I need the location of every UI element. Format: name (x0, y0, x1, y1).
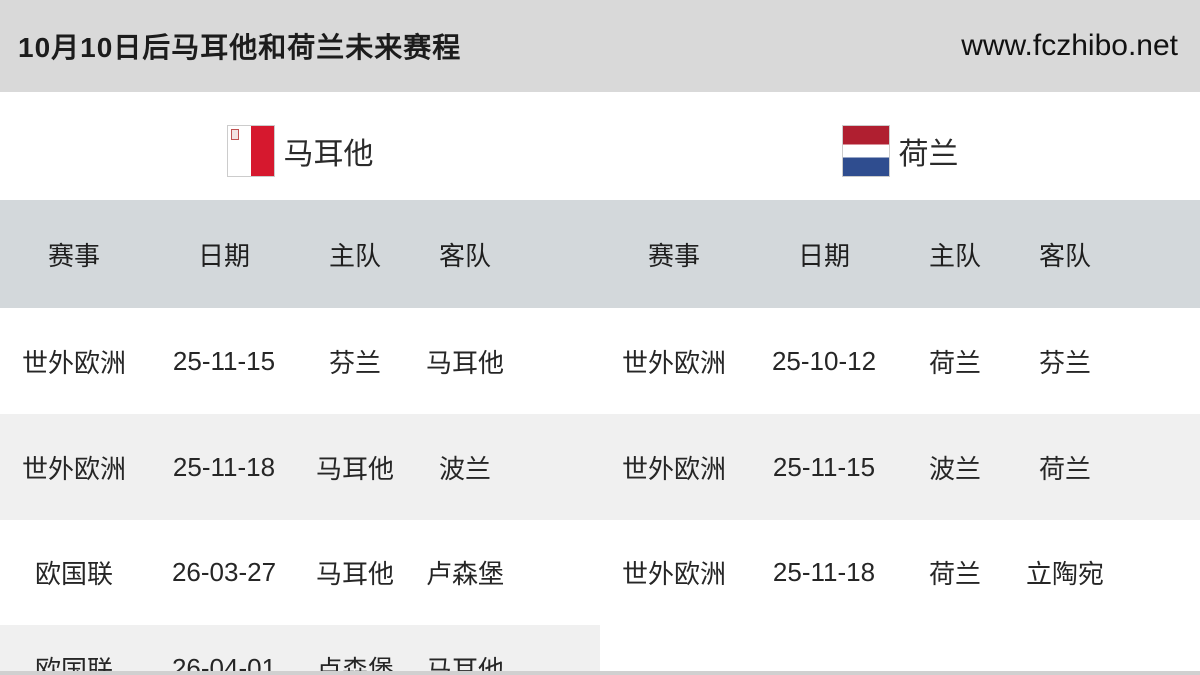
header-competition: 赛事 (47, 240, 100, 271)
cell-away: 波兰 (438, 453, 491, 484)
cell-away: 芬兰 (1038, 347, 1091, 378)
left-row-2: 世外欧洲 25-11-18 马耳他 波兰 (0, 414, 600, 520)
netherlands-flag-icon (841, 125, 890, 177)
header-date: 日期 (797, 240, 850, 271)
right-row-3: 世外欧洲 25-11-18 荷兰 立陶宛 (600, 520, 1200, 625)
cell-away: 卢森堡 (425, 559, 504, 589)
cell-home: 马耳他 (315, 453, 394, 484)
table-row: 欧国联 26-04-01 卢森堡 马耳他 (0, 625, 1200, 675)
team-malta: 马耳他 (0, 92, 600, 200)
cell-competition: 世外欧洲 (21, 453, 126, 484)
cell-date: 25-11-15 (772, 451, 876, 482)
cell-competition: 欧国联 (34, 559, 113, 589)
cell-competition: 世外欧洲 (621, 453, 726, 484)
page-title: 10月10日后马耳他和荷兰未来赛程 (18, 32, 462, 63)
team-netherlands: 荷兰 (600, 92, 1200, 200)
team-name-netherlands: 荷兰 (898, 138, 959, 171)
team-name-malta: 马耳他 (283, 138, 374, 171)
title-bar: 10月10日后马耳他和荷兰未来赛程 www.fczhibo.net (0, 0, 1200, 92)
left-row-1: 世外欧洲 25-11-15 芬兰 马耳他 (0, 308, 600, 414)
table-row: 世外欧洲 25-11-15 芬兰 马耳他 世外欧洲 25-10-12 荷兰 芬兰 (0, 308, 1200, 414)
table-header-row: 赛事 日期 主队 客队 赛事 日期 主队 客队 (0, 200, 1200, 308)
left-row-4: 欧国联 26-04-01 卢森堡 马耳他 (0, 625, 600, 675)
table-row: 世外欧洲 25-11-18 马耳他 波兰 世外欧洲 25-11-15 波兰 荷兰 (0, 414, 1200, 520)
bottom-edge-strip (0, 671, 1200, 675)
george-cross-icon (230, 129, 239, 140)
teams-row: 马耳他 荷兰 (0, 92, 1200, 200)
cell-home: 马耳他 (315, 559, 394, 589)
cell-home: 荷兰 (928, 347, 981, 378)
right-row-2: 世外欧洲 25-11-15 波兰 荷兰 (600, 414, 1200, 520)
header-home: 主队 (928, 240, 981, 271)
left-table-header: 赛事 日期 主队 客队 (0, 200, 600, 308)
header-away: 客队 (1038, 240, 1091, 271)
right-table-header: 赛事 日期 主队 客队 (600, 200, 1200, 308)
cell-date: 26-03-27 (171, 557, 277, 587)
cell-date: 25-11-15 (172, 345, 276, 376)
cell-date: 25-11-18 (772, 557, 876, 587)
right-row-4-empty (600, 625, 1200, 675)
header-competition: 赛事 (647, 240, 700, 271)
malta-flag-icon (226, 125, 275, 177)
cell-away: 立陶宛 (1025, 559, 1104, 589)
cell-away: 马耳他 (425, 347, 504, 378)
cell-competition: 欧国联 (34, 654, 113, 675)
cell-competition: 世外欧洲 (621, 559, 726, 589)
cell-home: 荷兰 (928, 559, 981, 589)
table-row: 欧国联 26-03-27 马耳他 卢森堡 世外欧洲 25-11-18 荷兰 立陶… (0, 520, 1200, 625)
cell-home: 波兰 (928, 453, 981, 484)
cell-competition: 世外欧洲 (621, 347, 726, 378)
cell-competition: 世外欧洲 (21, 347, 126, 378)
header-date: 日期 (197, 240, 250, 271)
cell-date: 25-10-12 (771, 345, 877, 376)
cell-home: 芬兰 (328, 347, 381, 378)
site-url: www.fczhibo.net (961, 29, 1178, 62)
cell-away: 马耳他 (425, 654, 504, 675)
left-row-3: 欧国联 26-03-27 马耳他 卢森堡 (0, 520, 600, 625)
right-row-1: 世外欧洲 25-10-12 荷兰 芬兰 (600, 308, 1200, 414)
header-home: 主队 (328, 240, 381, 271)
header-away: 客队 (438, 240, 491, 271)
cell-away: 荷兰 (1038, 453, 1091, 484)
cell-date: 26-04-01 (171, 652, 277, 675)
cell-date: 25-11-18 (172, 451, 276, 482)
cell-home: 卢森堡 (315, 654, 394, 675)
